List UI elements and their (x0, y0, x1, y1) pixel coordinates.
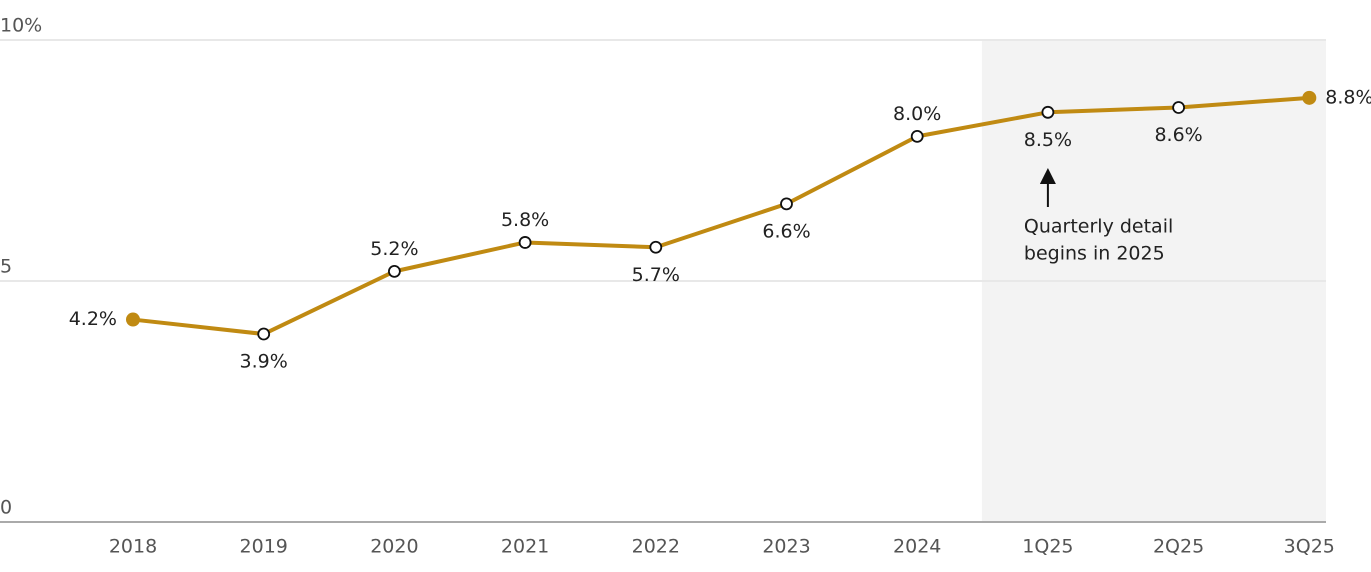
data-label: 5.2% (370, 238, 418, 260)
x-tick-label: 2018 (109, 536, 157, 558)
data-label: 3.9% (240, 351, 288, 373)
x-tick-label: 1Q25 (1022, 536, 1073, 558)
x-tick-label: 2020 (370, 536, 418, 558)
point (780, 197, 793, 211)
y-tick-label: 10% (0, 15, 42, 37)
point (1172, 101, 1185, 114)
point (1302, 90, 1317, 105)
data-label: 8.0% (893, 103, 941, 125)
y-tick-label: 5 (0, 256, 12, 278)
point (257, 327, 271, 341)
point (126, 312, 140, 327)
annotation-text: Quarterly detail (1024, 216, 1173, 238)
x-tick-label: 2Q25 (1153, 536, 1204, 558)
x-tick-label: 2021 (501, 536, 549, 558)
data-label: 8.5% (1024, 129, 1072, 151)
data-label: 6.6% (762, 220, 810, 242)
point (518, 236, 532, 249)
y-tick-label: 0 (0, 497, 12, 519)
point (649, 240, 663, 254)
point (1041, 105, 1055, 119)
x-tick-label: 2019 (240, 536, 288, 558)
data-label: 8.8% (1325, 86, 1371, 108)
annotation-text: begins in 2025 (1024, 243, 1165, 265)
point (387, 264, 401, 278)
x-tick-label: 3Q25 (1284, 536, 1335, 558)
data-label: 8.6% (1154, 124, 1202, 146)
x-tick-label: 2022 (632, 536, 680, 558)
data-label: 5.8% (501, 209, 549, 231)
line (132, 95, 1310, 337)
data-label: 4.2% (69, 308, 117, 330)
data-label: 5.7% (632, 264, 680, 286)
x-tick-label: 2024 (893, 536, 941, 558)
x-tick-label: 2023 (762, 536, 810, 558)
point (910, 129, 924, 143)
